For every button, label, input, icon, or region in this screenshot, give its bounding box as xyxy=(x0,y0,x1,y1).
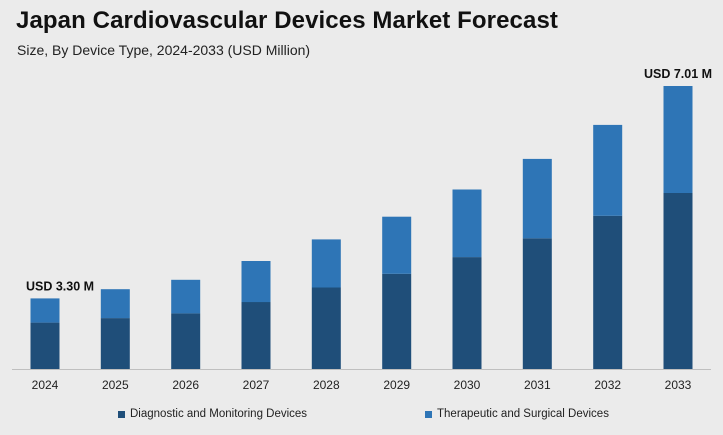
bar-2029-diagnostic xyxy=(382,273,412,369)
value-annotation-2033: USD 7.01 M xyxy=(644,67,712,81)
bar-2024-therapeutic xyxy=(30,298,60,323)
x-tick-label: 2031 xyxy=(524,378,551,392)
bar-2027-therapeutic xyxy=(241,261,271,303)
x-tick-label: 2024 xyxy=(32,378,59,392)
x-tick-label: 2025 xyxy=(102,378,129,392)
legend-swatch-diagnostic xyxy=(118,410,125,418)
chart-subtitle: Size, By Device Type, 2024-2033 (USD Mil… xyxy=(17,42,311,58)
bars-group xyxy=(30,86,693,369)
legend-item-diagnostic: Diagnostic and Monitoring Devices xyxy=(118,408,307,420)
legend: Diagnostic and Monitoring Devices Therap… xyxy=(0,408,723,424)
bar-2032-diagnostic xyxy=(593,215,623,369)
bar-2025-therapeutic xyxy=(100,289,130,319)
bar-2033-diagnostic xyxy=(663,193,693,369)
x-tick-label: 2027 xyxy=(243,378,270,392)
value-annotations: USD 3.30 M USD 7.01 M xyxy=(26,67,712,293)
bar-2030-diagnostic xyxy=(452,257,482,369)
legend-item-therapeutic: Therapeutic and Surgical Devices xyxy=(425,408,609,420)
bar-2031-diagnostic xyxy=(522,238,552,369)
x-tick-label: 2029 xyxy=(383,378,410,392)
chart-title: Japan Cardiovascular Devices Market Fore… xyxy=(16,7,558,34)
bar-2030-therapeutic xyxy=(452,189,482,258)
bar-2027-diagnostic xyxy=(241,302,271,369)
bar-2026-diagnostic xyxy=(171,313,201,369)
bar-2026-therapeutic xyxy=(171,279,201,314)
bar-2032-therapeutic xyxy=(593,124,623,216)
bar-2024-diagnostic xyxy=(30,322,60,369)
legend-swatch-therapeutic xyxy=(425,410,432,418)
bar-2028-diagnostic xyxy=(311,287,341,369)
x-tick-labels: 2024 2025 2026 2027 2028 2029 2030 2031 2032 2033 xyxy=(32,378,692,392)
bar-2031-therapeutic xyxy=(522,158,552,239)
x-tick-label: 2030 xyxy=(454,378,481,392)
bar-2033-therapeutic xyxy=(663,86,693,193)
legend-label-diagnostic: Diagnostic and Monitoring Devices xyxy=(130,408,308,420)
value-annotation-2024: USD 3.30 M xyxy=(26,279,94,293)
bar-2025-diagnostic xyxy=(100,318,130,369)
legend-label-therapeutic: Therapeutic and Surgical Devices xyxy=(437,408,609,420)
x-tick-label: 2032 xyxy=(594,378,621,392)
x-tick-label: 2026 xyxy=(172,378,199,392)
x-tick-label: 2028 xyxy=(313,378,340,392)
bar-2029-therapeutic xyxy=(382,216,412,274)
bar-2028-therapeutic xyxy=(311,239,341,288)
x-tick-label: 2033 xyxy=(665,378,692,392)
